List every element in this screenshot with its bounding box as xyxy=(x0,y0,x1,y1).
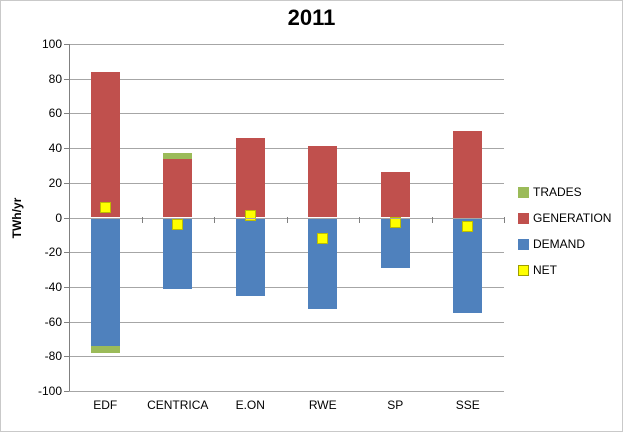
y-axis-tick xyxy=(64,252,69,254)
net-marker-edf xyxy=(99,201,111,213)
category-axis-tick xyxy=(141,216,143,223)
y-tick-label: 80 xyxy=(48,71,62,86)
y-tick-label: -20 xyxy=(44,245,62,260)
net-marker-rwe xyxy=(317,232,329,244)
net-marker-e.on xyxy=(244,210,256,222)
gridline xyxy=(69,148,504,150)
bar-segment-generation-e.on xyxy=(235,137,265,218)
gridline xyxy=(69,182,504,184)
y-tick-label: -80 xyxy=(44,349,62,364)
demand-swatch-icon xyxy=(518,238,529,250)
net-marker-centrica xyxy=(172,218,184,230)
bar-segment-demand-sse xyxy=(453,217,483,313)
y-tick-label: 100 xyxy=(41,37,62,51)
bar-segment-demand-rwe xyxy=(308,217,338,310)
gridline xyxy=(69,391,504,392)
net-marker-sp xyxy=(389,217,401,229)
category-axis-tick xyxy=(431,216,433,223)
x-axis-label-centrica: CENTRICA xyxy=(147,398,209,412)
net-swatch-icon xyxy=(518,264,529,276)
bar-segment-generation-rwe xyxy=(308,146,338,218)
bar-segment-trades-centrica xyxy=(163,153,193,159)
legend-item-generation: GENERATION xyxy=(518,212,611,224)
category-axis-tick xyxy=(286,216,288,223)
gridline xyxy=(69,78,504,80)
bar-segment-demand-edf xyxy=(90,217,120,346)
y-axis-tick xyxy=(64,148,69,150)
y-axis-tick xyxy=(64,217,69,219)
y-axis-tick xyxy=(64,182,69,184)
y-tick-label: 40 xyxy=(48,141,62,156)
bar-segment-generation-centrica xyxy=(163,158,193,218)
x-axis-label-sp: SP xyxy=(387,398,404,412)
y-tick-label: 0 xyxy=(55,210,62,225)
gridline xyxy=(69,252,504,254)
gridline xyxy=(69,356,504,358)
legend-label-net: NET xyxy=(533,263,557,277)
category-axis-tick xyxy=(214,216,215,223)
gridline xyxy=(69,286,504,288)
y-axis-tick xyxy=(64,44,69,45)
y-axis-tick xyxy=(64,78,69,80)
y-tick-label: -60 xyxy=(44,314,62,329)
bar-segment-generation-edf xyxy=(90,71,120,218)
y-axis-tick xyxy=(64,321,69,323)
legend-item-demand: DEMAND xyxy=(518,238,611,250)
y-tick-label: 60 xyxy=(48,106,62,121)
gridline xyxy=(69,321,504,323)
gridline xyxy=(69,44,504,45)
chart-title: 2011 xyxy=(287,5,336,30)
y-axis-tick xyxy=(64,356,69,358)
bar-segment-trades-edf xyxy=(90,345,120,353)
y-axis-tick xyxy=(64,286,69,288)
legend-item-net: NET xyxy=(518,264,611,276)
legend: TRADES GENERATION DEMAND NET xyxy=(518,186,611,290)
y-axis-line xyxy=(69,44,70,391)
gridline xyxy=(69,113,504,115)
generation-swatch-icon xyxy=(518,212,529,224)
legend-label-trades: TRADES xyxy=(533,185,582,199)
legend-item-trades: TRADES xyxy=(518,186,611,198)
legend-label-demand: DEMAND xyxy=(533,237,586,251)
x-axis-label-e.on: E.ON xyxy=(235,398,265,412)
y-axis-tick xyxy=(64,113,69,115)
category-axis-tick xyxy=(359,216,360,223)
legend-label-generation: GENERATION xyxy=(533,211,612,225)
bar-segment-generation-sse xyxy=(453,130,483,218)
y-tick-label: -40 xyxy=(44,279,62,294)
x-axis-label-sse: SSE xyxy=(455,398,480,412)
bar-segment-demand-e.on xyxy=(235,217,265,296)
net-marker-sse xyxy=(462,220,474,232)
x-axis-label-rwe: RWE xyxy=(308,398,337,412)
bar-segment-generation-sp xyxy=(380,172,410,218)
y-axis-tick xyxy=(64,391,69,392)
x-axis-label-edf: EDF xyxy=(93,398,118,412)
trades-swatch-icon xyxy=(518,186,529,198)
y-tick-label: -100 xyxy=(37,384,62,398)
category-axis-tick xyxy=(504,216,505,223)
y-tick-label: 20 xyxy=(48,175,62,190)
